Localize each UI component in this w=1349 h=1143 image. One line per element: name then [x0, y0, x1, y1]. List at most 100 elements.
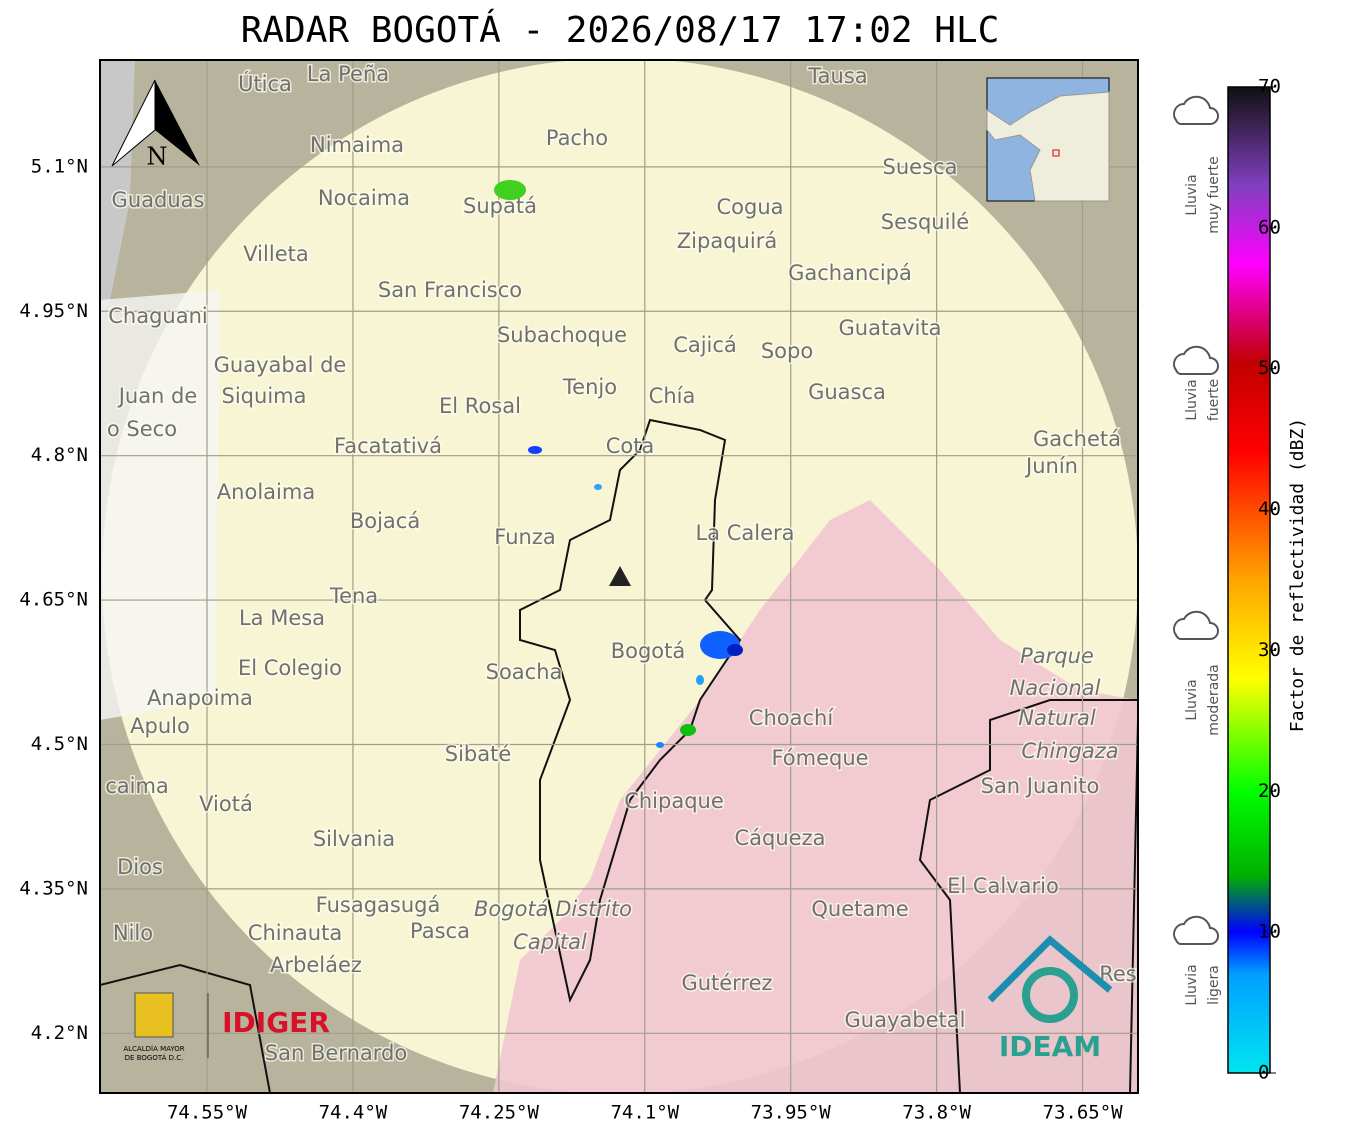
lon-tick-label: 73.95°W	[751, 1102, 832, 1124]
place-label: Gachetá	[1033, 427, 1121, 451]
colorbar-tick-label: 0	[1258, 1062, 1269, 1084]
radar-echo	[494, 180, 526, 200]
lat-tick-label: 4.35°N	[19, 877, 88, 899]
lat-tick-label: 4.65°N	[19, 589, 88, 611]
bogota-boundary	[519, 418, 742, 1003]
place-label: El Colegio	[238, 656, 342, 680]
radar-site	[609, 566, 631, 586]
boundary	[918, 699, 1138, 1093]
place-label: Viotá	[199, 792, 253, 816]
alcaldia-text: DE BOGOTÁ D.C.	[125, 1053, 184, 1062]
place-label: Nocaima	[318, 186, 410, 210]
place-label: Cota	[606, 434, 655, 458]
lat-tick-label: 4.2°N	[31, 1022, 88, 1044]
place-label: Nilo	[113, 921, 153, 945]
place-label: Juan de	[117, 384, 198, 408]
colorbar	[1227, 86, 1271, 1074]
place-label: Fusagasugá	[316, 893, 441, 917]
place-label: El Rosal	[439, 394, 521, 418]
place-label: San Bernardo	[265, 1041, 407, 1065]
place-label: Chía	[649, 384, 696, 408]
rain-level-label: ligera	[1206, 965, 1222, 1005]
place-label: Capital	[513, 930, 587, 954]
alcaldia-shield	[134, 992, 174, 1038]
idiger-logo: IDIGER	[222, 1006, 330, 1039]
radar-echo	[696, 675, 704, 685]
colorbar-tick-label: 10	[1258, 921, 1281, 943]
place-label: Dios	[117, 855, 163, 879]
rain-level-label: Lluvia	[1184, 964, 1200, 1005]
weather-icon	[1173, 95, 1219, 125]
place-label: Chingaza	[1021, 739, 1118, 763]
place-label: Guaduas	[112, 188, 205, 212]
rain-level-label: fuerte	[1206, 379, 1222, 421]
map: La Peña Útica Tausa Pacho Nimaima Suesca Guadu…	[100, 60, 1138, 1093]
place-label: Arbeláez	[270, 953, 362, 977]
radar-echo	[680, 724, 696, 736]
place-label: Gachancipá	[788, 261, 912, 285]
place-label: Gutérrez	[681, 971, 772, 995]
place-label: Nimaima	[310, 133, 404, 157]
colorbar-label: Factor de reflectividad (dBZ)	[1287, 418, 1308, 732]
place-label: Nacional	[1010, 676, 1101, 700]
place-label: Pasca	[410, 919, 470, 943]
alcaldia-text: ALCALDÍA MAYOR	[123, 1044, 184, 1053]
weather-icon	[1173, 345, 1219, 375]
rain-level-label: Lluvia	[1184, 679, 1200, 720]
lat-tick-label: 4.8°N	[31, 444, 88, 466]
place-label: Útica	[238, 71, 292, 96]
place-label: Guatavita	[839, 316, 942, 340]
place-label: Parque	[1020, 644, 1094, 668]
place-label: San Juanito	[981, 774, 1100, 798]
place-label: Sopo	[761, 339, 813, 363]
place-label: o Seco	[107, 417, 177, 441]
place-label: Sibaté	[445, 742, 512, 766]
place-label: Tausa	[807, 64, 867, 88]
terrain	[100, 290, 220, 720]
place-label: La Mesa	[239, 606, 325, 630]
weather-icon	[1173, 610, 1219, 640]
place-label: Soacha	[486, 660, 563, 684]
lat-tick-label: 5.1°N	[31, 155, 88, 177]
terrain	[100, 60, 135, 320]
rain-level-label: Lluvia	[1184, 379, 1200, 420]
lon-tick-label: 74.55°W	[167, 1102, 248, 1124]
colorbar-tick-label: 30	[1258, 639, 1281, 661]
place-label: caima	[105, 774, 169, 798]
colorbar-tick-label: 60	[1258, 216, 1281, 238]
colorbar-tick-label: 20	[1258, 780, 1281, 802]
lon-tick-label: 74.25°W	[459, 1102, 540, 1124]
radar-echo	[727, 644, 743, 656]
colorbar-tick-label: 40	[1258, 498, 1281, 520]
ideam-logo: IDEAM	[999, 1030, 1101, 1063]
place-label: Bogotá	[611, 639, 686, 663]
north-label: N	[147, 143, 168, 171]
place-label: Sesquilé	[881, 210, 969, 234]
rain-level-label: moderada	[1206, 664, 1222, 736]
place-label: Quetame	[811, 897, 908, 921]
place-label: Cajicá	[673, 333, 737, 357]
place-label: Junín	[1024, 454, 1078, 478]
lat-tick-label: 4.95°N	[19, 300, 88, 322]
place-label: Natural	[1018, 706, 1096, 730]
place-label: La Calera	[695, 521, 794, 545]
ideam-swirl	[1022, 967, 1078, 1023]
radar-echo	[528, 446, 542, 454]
north-arrow	[155, 80, 200, 166]
boundary	[100, 963, 271, 1093]
colorbar-tick-label: 50	[1258, 357, 1281, 379]
place-label: Anolaima	[217, 480, 315, 504]
place-label: Siquima	[222, 384, 307, 408]
place-label: Bogotá Distrito	[474, 897, 632, 921]
colorbar-tick-label: 70	[1258, 76, 1281, 98]
place-label: Tena	[329, 584, 378, 608]
place-label: San Francisco	[378, 278, 522, 302]
weather-icon	[1173, 915, 1219, 945]
lon-tick-label: 73.65°W	[1043, 1102, 1124, 1124]
place-label: El Calvario	[947, 874, 1059, 898]
lat-tick-label: 4.5°N	[31, 733, 88, 755]
rain-level-label: muy fuerte	[1206, 156, 1222, 234]
ideam-roof	[987, 935, 1113, 1003]
place-label: Bojacá	[350, 509, 420, 533]
